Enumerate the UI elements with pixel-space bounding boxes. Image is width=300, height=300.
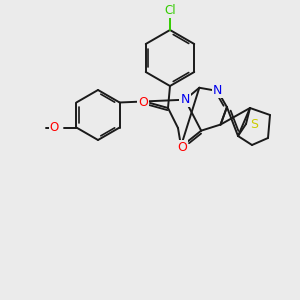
Text: O: O [177,141,187,154]
Text: S: S [250,118,258,130]
Text: O: O [138,97,148,110]
Text: N: N [180,93,190,106]
Text: O: O [50,121,59,134]
Text: Cl: Cl [164,4,176,17]
Text: N: N [213,85,222,98]
Text: S: S [177,145,185,158]
